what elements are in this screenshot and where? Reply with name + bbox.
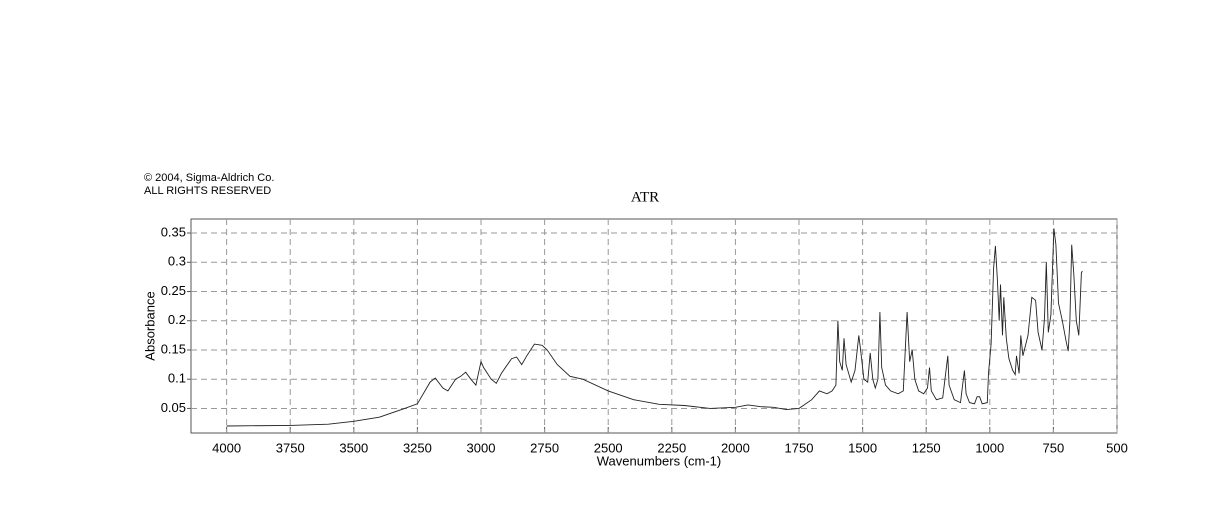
y-tick-label: 0.3: [168, 254, 186, 269]
y-tick-label: 0.2: [168, 312, 186, 327]
x-tick-label: 1000: [975, 440, 1004, 455]
chart-title: ATR: [631, 189, 659, 205]
y-tick-label: 0.25: [161, 283, 186, 298]
x-tick-label: 2500: [594, 440, 623, 455]
copyright: © 2004, Sigma-Aldrich Co.: [144, 172, 274, 184]
x-tick-label: 4000: [212, 440, 241, 455]
x-tick-label: 750: [1043, 440, 1065, 455]
x-tick-label: 1250: [912, 440, 941, 455]
x-tick-label: 3250: [403, 440, 432, 455]
rights: ALL RIGHTS RESERVED: [144, 185, 271, 197]
x-tick-label: 500: [1106, 440, 1128, 455]
y-tick-label: 0.35: [161, 224, 186, 239]
x-tick-label: 3500: [339, 440, 368, 455]
x-tick-label: 3750: [276, 440, 305, 455]
plot-frame: [190, 218, 1118, 434]
y-axis-label: Absorbance: [142, 291, 157, 360]
y-tick-label: 0.1: [168, 371, 186, 386]
y-tick-label: 0.05: [161, 400, 186, 415]
x-tick-label: 1750: [785, 440, 814, 455]
x-tick-label: 3000: [467, 440, 496, 455]
x-axis-label: Wavenumbers (cm-1): [597, 453, 721, 468]
x-tick-label: 2750: [530, 440, 559, 455]
x-tick-label: 2000: [721, 440, 750, 455]
spectrum-line: [226, 228, 1083, 427]
x-tick-label: 2250: [657, 440, 686, 455]
y-tick-label: 0.15: [161, 341, 186, 356]
x-tick-label: 1500: [848, 440, 877, 455]
